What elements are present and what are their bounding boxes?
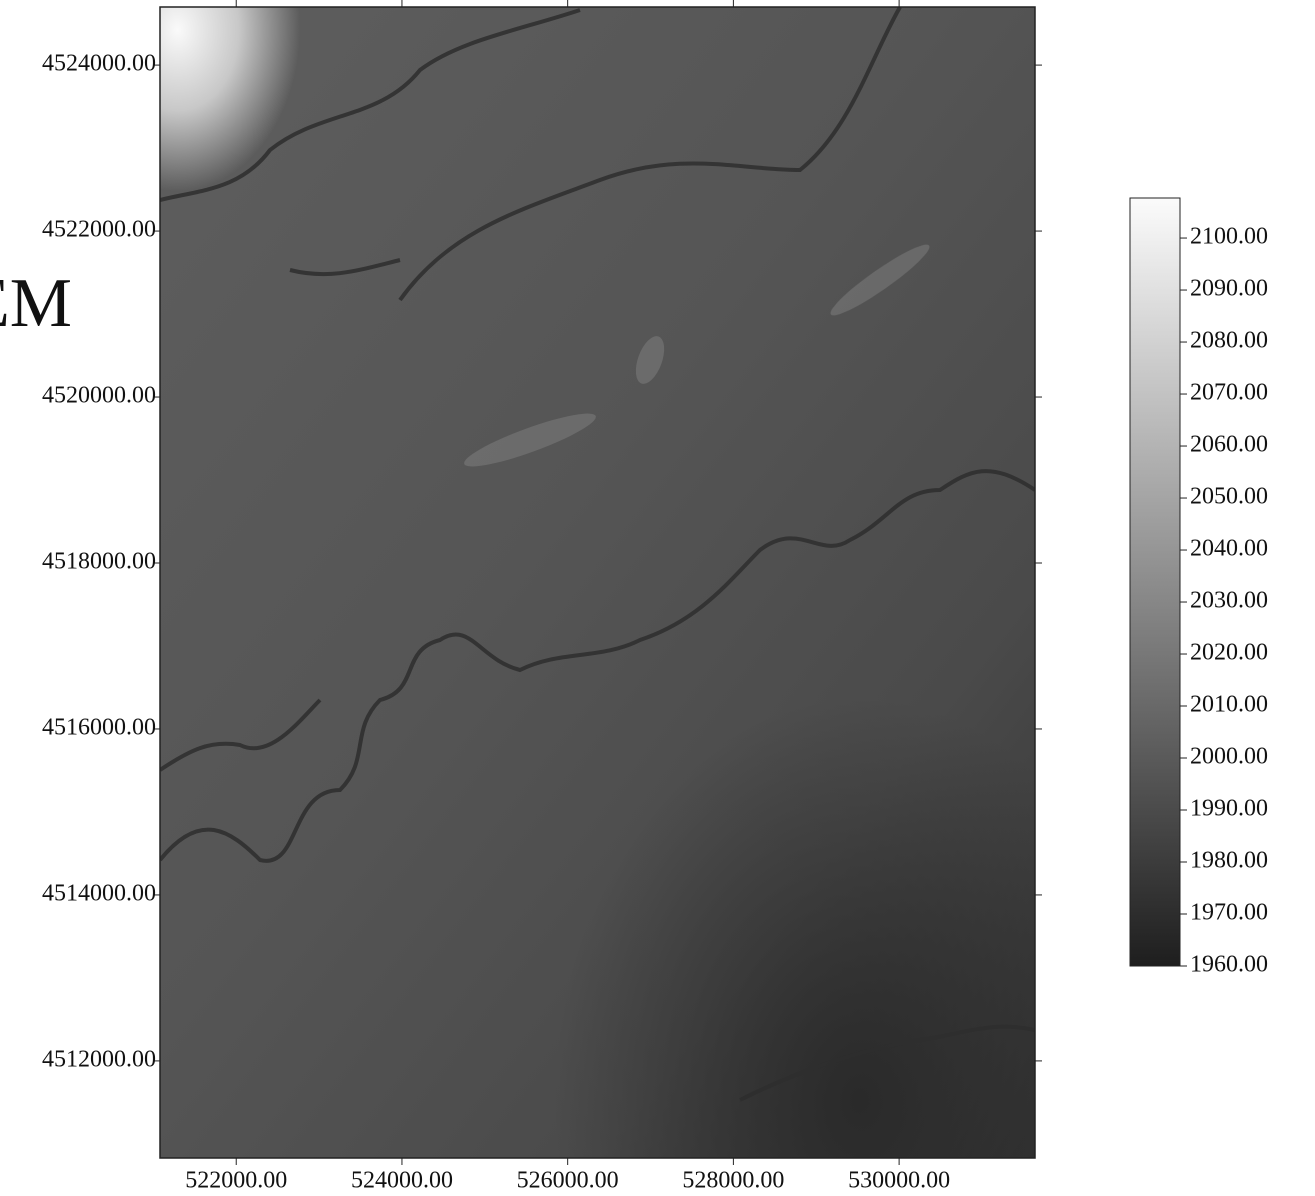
y-tick-label: 4520000.00 — [42, 383, 156, 409]
colorbar-tick-label: 2030.00 — [1190, 588, 1268, 614]
colorbar-tick-label: 2010.00 — [1190, 692, 1268, 718]
colorbar-tick-label: 2050.00 — [1190, 484, 1268, 510]
colorbar-tick-label: 2040.00 — [1190, 536, 1268, 562]
y-tick-label: 4512000.00 — [42, 1046, 156, 1072]
colorbar-tick-label: 2080.00 — [1190, 328, 1268, 354]
colorbar-tick-label: 2060.00 — [1190, 432, 1268, 458]
x-tick-label: 526000.00 — [517, 1168, 619, 1194]
colorbar-tick-label: 2020.00 — [1190, 640, 1268, 666]
colorbar-tick-label: 2090.00 — [1190, 276, 1268, 302]
colorbar-tick-label: 2100.00 — [1190, 224, 1268, 250]
y-tick-label: 4522000.00 — [42, 217, 156, 243]
colorbar-tick-label: 1960.00 — [1190, 952, 1268, 978]
page: EM 522000.00 524000.00 526000.00 528000.00 5… — [0, 0, 1315, 1196]
colorbar-tick-label: 1970.00 — [1190, 900, 1268, 926]
map-title: EM — [0, 265, 72, 342]
x-tick-label: 530000.00 — [848, 1168, 950, 1194]
y-tick-label: 4518000.00 — [42, 548, 156, 574]
elevation-raster — [160, 7, 1035, 1158]
colorbar-tick-label: 2070.00 — [1190, 380, 1268, 406]
map-figure: EM 522000.00 524000.00 526000.00 528000.00 5… — [0, 0, 1315, 1196]
x-tick-label: 524000.00 — [351, 1168, 453, 1194]
y-tick-label: 4524000.00 — [42, 51, 156, 77]
colorbar — [1130, 198, 1180, 966]
x-tick-label: 522000.00 — [185, 1168, 287, 1194]
colorbar-tick-label: 1990.00 — [1190, 796, 1268, 822]
y-tick-label: 4514000.00 — [42, 880, 156, 906]
x-tick-label: 528000.00 — [682, 1168, 784, 1194]
colorbar-tick-label: 1980.00 — [1190, 848, 1268, 874]
colorbar-tick-label: 2000.00 — [1190, 744, 1268, 770]
y-tick-label: 4516000.00 — [42, 714, 156, 740]
